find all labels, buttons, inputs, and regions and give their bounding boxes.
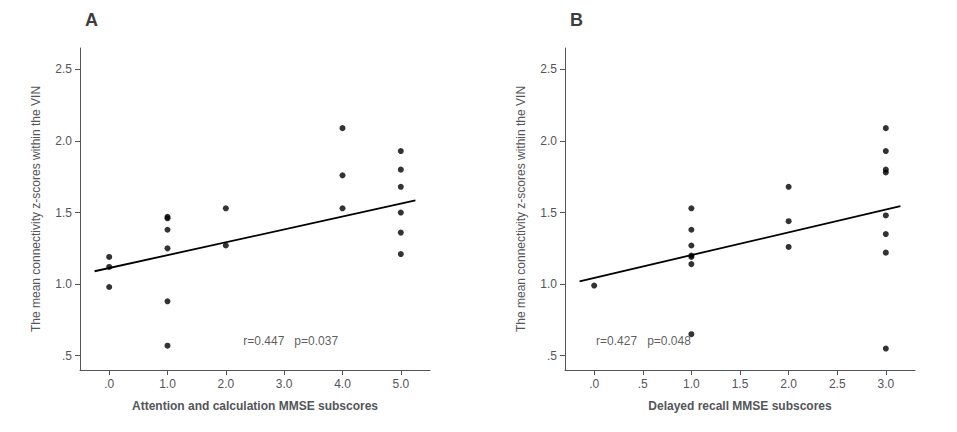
svg-text:2.5: 2.5 [55,62,72,76]
svg-text:2.5: 2.5 [829,377,846,391]
svg-text:1.5: 1.5 [732,377,749,391]
svg-text:.0: .0 [104,377,114,391]
svg-text:2.0: 2.0 [217,377,234,391]
svg-text:1.5: 1.5 [540,206,557,220]
svg-text:4.0: 4.0 [334,377,351,391]
svg-text:3.0: 3.0 [276,377,293,391]
svg-text:2.0: 2.0 [540,134,557,148]
svg-text:1.0: 1.0 [540,277,557,291]
svg-text:r=0.427 p=0.048: r=0.427 p=0.048 [596,334,691,348]
svg-text:1.5: 1.5 [55,206,72,220]
svg-text:The mean connectivity z-scores: The mean connectivity z-scores within th… [514,86,528,332]
svg-text:3.0: 3.0 [877,377,894,391]
svg-text:Attention and calculation MMSE: Attention and calculation MMSE subscores [132,399,378,413]
svg-text:.0: .0 [589,377,599,391]
svg-text:2.0: 2.0 [780,377,797,391]
svg-text:r=0.447 p=0.037: r=0.447 p=0.037 [243,334,338,348]
svg-text:.5: .5 [638,377,648,391]
svg-text:1.0: 1.0 [55,277,72,291]
svg-text:2.0: 2.0 [55,134,72,148]
svg-text:2.5: 2.5 [540,62,557,76]
svg-text:1.0: 1.0 [683,377,700,391]
svg-text:The mean connectivity z-scores: The mean connectivity z-scores within th… [29,86,43,332]
svg-text:.5: .5 [62,349,72,363]
svg-text:.5: .5 [547,349,557,363]
svg-text:A: A [85,10,98,30]
svg-text:5.0: 5.0 [392,377,409,391]
svg-text:Delayed recall MMSE subscores: Delayed recall MMSE subscores [648,399,832,413]
svg-text:B: B [570,10,583,30]
svg-text:1.0: 1.0 [159,377,176,391]
